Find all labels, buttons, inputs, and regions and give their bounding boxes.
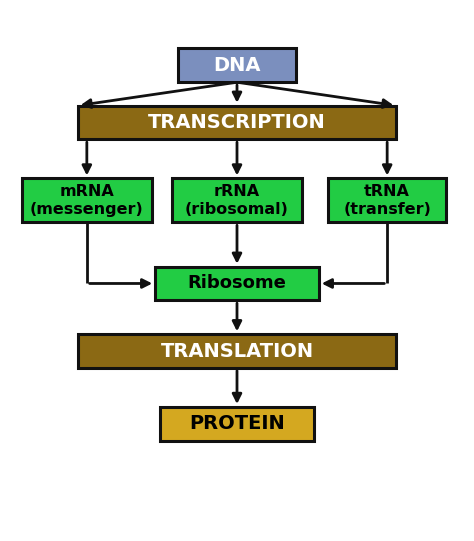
Text: PROTEIN: PROTEIN [189, 414, 285, 433]
FancyBboxPatch shape [328, 179, 447, 222]
Text: TRANSCRIPTION: TRANSCRIPTION [148, 113, 326, 132]
FancyBboxPatch shape [78, 105, 396, 140]
FancyBboxPatch shape [178, 49, 296, 82]
Text: mRNA
(messenger): mRNA (messenger) [30, 184, 144, 216]
Text: Ribosome: Ribosome [188, 274, 286, 293]
Text: tRNA
(transfer): tRNA (transfer) [343, 184, 431, 216]
FancyBboxPatch shape [160, 407, 314, 440]
FancyBboxPatch shape [78, 334, 396, 368]
FancyBboxPatch shape [155, 267, 319, 300]
FancyBboxPatch shape [172, 179, 302, 222]
Text: rRNA
(ribosomal): rRNA (ribosomal) [185, 184, 289, 216]
Text: DNA: DNA [213, 56, 261, 75]
FancyBboxPatch shape [22, 179, 152, 222]
Text: TRANSLATION: TRANSLATION [160, 341, 314, 360]
